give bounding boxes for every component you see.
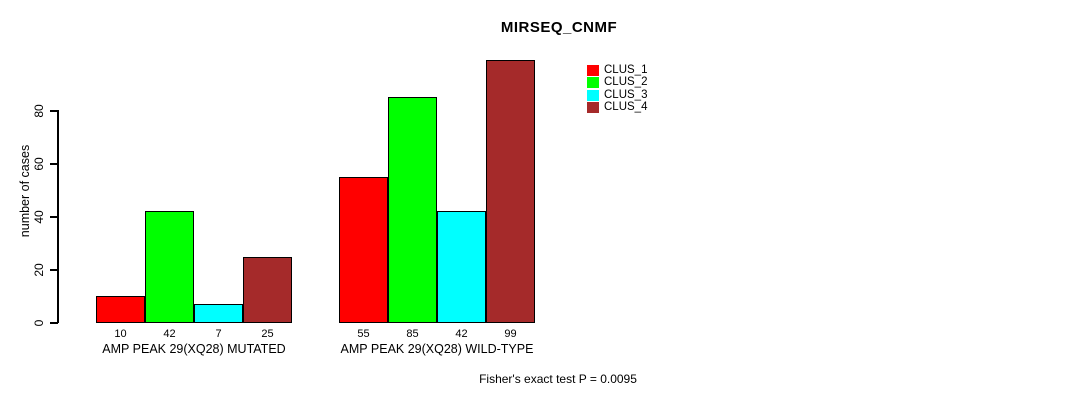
legend-swatch-clus_3 (587, 89, 599, 101)
bar-value-label: 99 (504, 328, 517, 340)
bar-clus_4-group1 (243, 257, 292, 323)
y-tick-label: 60 (32, 157, 46, 171)
bar-clus_2-group1 (145, 211, 194, 323)
legend-label: CLUS_4 (604, 101, 648, 113)
y-tick-label: 20 (32, 263, 46, 277)
y-tick-label: 0 (32, 319, 46, 327)
chart-title: MIRSEQ_CNMF (500, 19, 618, 36)
bar-clus_2-group2 (388, 97, 437, 323)
y-axis-label: number of cases (18, 144, 32, 238)
y-tick-mark (50, 322, 58, 324)
legend-item-clus_3: CLUS_3 (587, 89, 647, 101)
bar-clus_4-group2 (486, 60, 535, 323)
legend-item-clus_4: CLUS_4 (587, 101, 647, 113)
bar-clus_3-group2 (437, 211, 486, 323)
y-tick-mark (50, 269, 58, 271)
y-tick-label: 40 (32, 210, 46, 224)
annotation-text: Fisher's exact test P = 0.0095 (479, 372, 637, 386)
bar-clus_1-group2 (339, 177, 388, 323)
bar-value-label: 42 (163, 328, 176, 340)
legend-label: CLUS_1 (604, 64, 648, 76)
y-tick-mark (50, 110, 58, 112)
category-label: AMP PEAK 29(XQ28) MUTATED (102, 342, 286, 356)
bar-value-label: 25 (261, 328, 274, 340)
bar-value-label: 10 (114, 328, 127, 340)
legend-swatch-clus_1 (587, 64, 599, 76)
legend-swatch-clus_4 (587, 101, 599, 113)
bar-value-label: 42 (455, 328, 468, 340)
legend-label: CLUS_2 (604, 76, 648, 88)
legend-swatch-clus_2 (587, 76, 599, 88)
legend-item-clus_2: CLUS_2 (587, 76, 647, 88)
legend-item-clus_1: CLUS_1 (587, 64, 647, 76)
bar-value-label: 55 (357, 328, 370, 340)
bar-clus_3-group1 (194, 304, 243, 323)
y-tick-mark (50, 216, 58, 218)
y-tick-label: 80 (32, 104, 46, 118)
bar-clus_1-group1 (96, 296, 145, 323)
bar-value-label: 85 (406, 328, 419, 340)
y-tick-mark (50, 163, 58, 165)
bar-value-label: 7 (215, 328, 222, 340)
category-label: AMP PEAK 29(XQ28) WILD-TYPE (340, 342, 534, 356)
legend-label: CLUS_3 (604, 89, 648, 101)
